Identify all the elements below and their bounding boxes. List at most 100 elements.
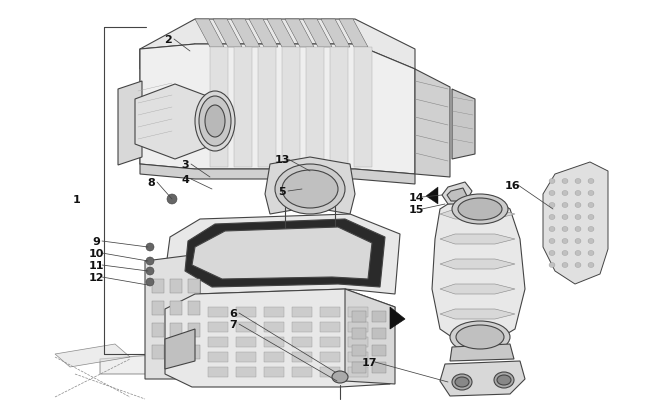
Ellipse shape: [146, 278, 154, 286]
Polygon shape: [440, 284, 515, 294]
Polygon shape: [372, 311, 386, 322]
Ellipse shape: [562, 215, 568, 220]
Polygon shape: [348, 307, 368, 317]
Polygon shape: [348, 337, 368, 347]
Ellipse shape: [332, 371, 348, 383]
Text: 12: 12: [88, 272, 104, 282]
Ellipse shape: [549, 251, 555, 256]
Polygon shape: [236, 337, 256, 347]
Polygon shape: [234, 48, 252, 168]
Polygon shape: [450, 344, 514, 361]
Text: 11: 11: [88, 260, 104, 270]
Ellipse shape: [588, 215, 594, 220]
Polygon shape: [320, 352, 340, 362]
Polygon shape: [415, 70, 450, 177]
Ellipse shape: [588, 203, 594, 208]
Polygon shape: [140, 164, 415, 185]
Ellipse shape: [575, 191, 581, 196]
Ellipse shape: [549, 191, 555, 196]
Polygon shape: [352, 345, 366, 356]
Polygon shape: [140, 45, 415, 175]
Polygon shape: [390, 307, 405, 329]
Ellipse shape: [588, 239, 594, 244]
Polygon shape: [442, 183, 472, 205]
Polygon shape: [543, 162, 608, 284]
Text: 6: 6: [229, 308, 237, 318]
Ellipse shape: [146, 243, 154, 252]
Polygon shape: [352, 328, 366, 339]
Text: 16: 16: [504, 181, 520, 190]
Polygon shape: [188, 323, 200, 337]
Text: 13: 13: [274, 155, 290, 164]
Polygon shape: [447, 189, 467, 202]
Ellipse shape: [562, 203, 568, 208]
Polygon shape: [265, 158, 355, 215]
Polygon shape: [140, 45, 195, 164]
Text: 14: 14: [408, 192, 424, 202]
Polygon shape: [152, 301, 164, 315]
Polygon shape: [170, 345, 182, 359]
Polygon shape: [330, 48, 348, 168]
Polygon shape: [55, 344, 130, 367]
Polygon shape: [145, 254, 200, 379]
Ellipse shape: [450, 321, 510, 353]
Polygon shape: [264, 352, 284, 362]
Ellipse shape: [562, 251, 568, 256]
Polygon shape: [249, 20, 278, 48]
Polygon shape: [372, 328, 386, 339]
Polygon shape: [188, 301, 200, 315]
Text: 17: 17: [361, 357, 377, 367]
Ellipse shape: [588, 263, 594, 268]
Polygon shape: [208, 352, 228, 362]
Ellipse shape: [452, 374, 472, 390]
Ellipse shape: [146, 267, 154, 275]
Text: 9: 9: [92, 237, 100, 246]
Polygon shape: [348, 352, 368, 362]
Polygon shape: [185, 220, 385, 287]
Polygon shape: [231, 20, 260, 48]
Polygon shape: [264, 367, 284, 377]
Ellipse shape: [549, 215, 555, 220]
Ellipse shape: [205, 106, 225, 138]
Text: 4: 4: [181, 175, 189, 185]
Polygon shape: [140, 20, 415, 70]
Ellipse shape: [549, 227, 555, 232]
Polygon shape: [440, 209, 515, 220]
Ellipse shape: [588, 179, 594, 184]
Ellipse shape: [575, 203, 581, 208]
Polygon shape: [208, 337, 228, 347]
Polygon shape: [267, 20, 296, 48]
Ellipse shape: [575, 215, 581, 220]
Polygon shape: [440, 309, 515, 319]
Ellipse shape: [562, 191, 568, 196]
Polygon shape: [426, 188, 438, 205]
Polygon shape: [320, 367, 340, 377]
Text: 8: 8: [147, 177, 155, 188]
Ellipse shape: [199, 97, 231, 147]
Polygon shape: [236, 322, 256, 332]
Polygon shape: [264, 337, 284, 347]
Polygon shape: [170, 301, 182, 315]
Ellipse shape: [458, 198, 502, 220]
Ellipse shape: [275, 164, 345, 215]
Polygon shape: [372, 345, 386, 356]
Polygon shape: [440, 361, 525, 396]
Polygon shape: [432, 198, 525, 344]
Ellipse shape: [497, 375, 511, 385]
Text: 10: 10: [88, 248, 104, 258]
Polygon shape: [264, 307, 284, 317]
Polygon shape: [135, 85, 215, 160]
Text: 2: 2: [164, 35, 172, 45]
Ellipse shape: [494, 372, 514, 388]
Text: 5: 5: [278, 187, 286, 196]
Polygon shape: [320, 322, 340, 332]
Polygon shape: [165, 274, 195, 374]
Polygon shape: [236, 367, 256, 377]
Ellipse shape: [575, 179, 581, 184]
Ellipse shape: [282, 171, 338, 209]
Polygon shape: [170, 323, 182, 337]
Ellipse shape: [456, 325, 504, 349]
Text: 7: 7: [229, 319, 237, 329]
Polygon shape: [208, 367, 228, 377]
Ellipse shape: [588, 191, 594, 196]
